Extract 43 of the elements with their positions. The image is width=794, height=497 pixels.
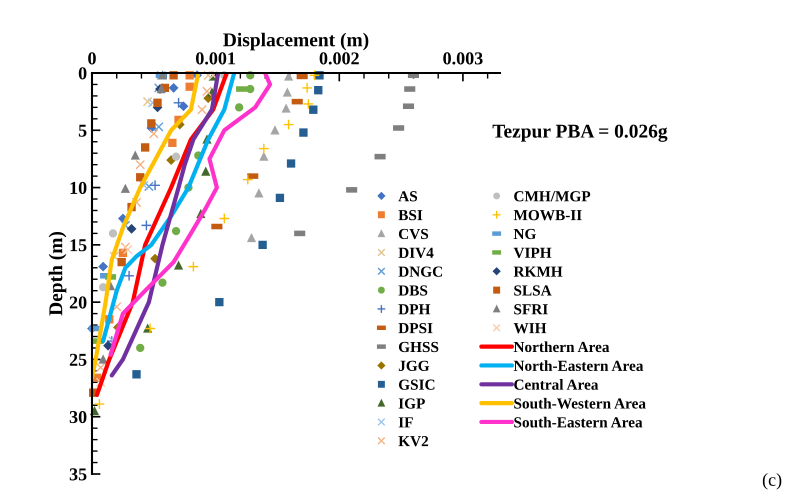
legend-label: DPSI (398, 323, 432, 334)
x-tick-label: 0.001 (196, 52, 236, 65)
legend-label: DIV4 (398, 248, 434, 258)
legend-label: North-Eastern Area (514, 360, 644, 371)
legend-label: Northern Area (514, 341, 610, 352)
legend-label: DBS (398, 285, 428, 296)
legend-label: CVS (398, 228, 428, 240)
x-tick-label: 0 (88, 52, 96, 64)
legend-label: KV2 (398, 436, 428, 446)
y-tick-label: 20 (70, 296, 86, 309)
y-tick-label: 35 (70, 468, 86, 480)
y-tick-label: 30 (70, 410, 86, 424)
legend-label: Central Area (514, 379, 598, 390)
legend-label: GHSS (398, 342, 438, 352)
legend-label: JGG (398, 360, 430, 371)
y-axis-title: Depth (m) (48, 232, 66, 316)
y-tick-label: 10 (70, 182, 86, 194)
legend-label: MOWB-II (514, 210, 582, 220)
legend-label: CMH/MGP (514, 191, 590, 202)
legend-label: GSIC (398, 380, 434, 390)
legend-label: NG (514, 228, 536, 240)
legend-label: BSI (398, 210, 422, 220)
annotation: Tezpur PBA = 0.026g (492, 124, 668, 142)
legend-label: DNGC (398, 266, 442, 277)
x-axis-title: Displacement (m) (223, 32, 368, 50)
legend-label: DPH (398, 304, 430, 314)
legend-label: RKMH (514, 266, 562, 277)
legend-label: AS (398, 191, 418, 202)
text: (c) (762, 473, 782, 490)
legend-label: SFRI (514, 304, 548, 314)
legend-label: VIPH (514, 248, 552, 258)
y-tick-label: 15 (70, 239, 86, 252)
x-tick-label: 0.003 (443, 52, 483, 65)
legend-label: WIH (514, 323, 546, 334)
legend-label: IF (398, 417, 413, 428)
legend-label: South-Eastern Area (514, 416, 642, 428)
y-tick-label: 25 (70, 354, 86, 366)
x-tick-label: 0.002 (320, 52, 359, 65)
legend-label: SLSA (514, 285, 552, 296)
y-tick-label: 0 (78, 67, 86, 80)
legend-label: South-Western Area (514, 398, 646, 409)
y-tick-label: 5 (78, 124, 86, 137)
legend-label: IGP (398, 398, 425, 409)
